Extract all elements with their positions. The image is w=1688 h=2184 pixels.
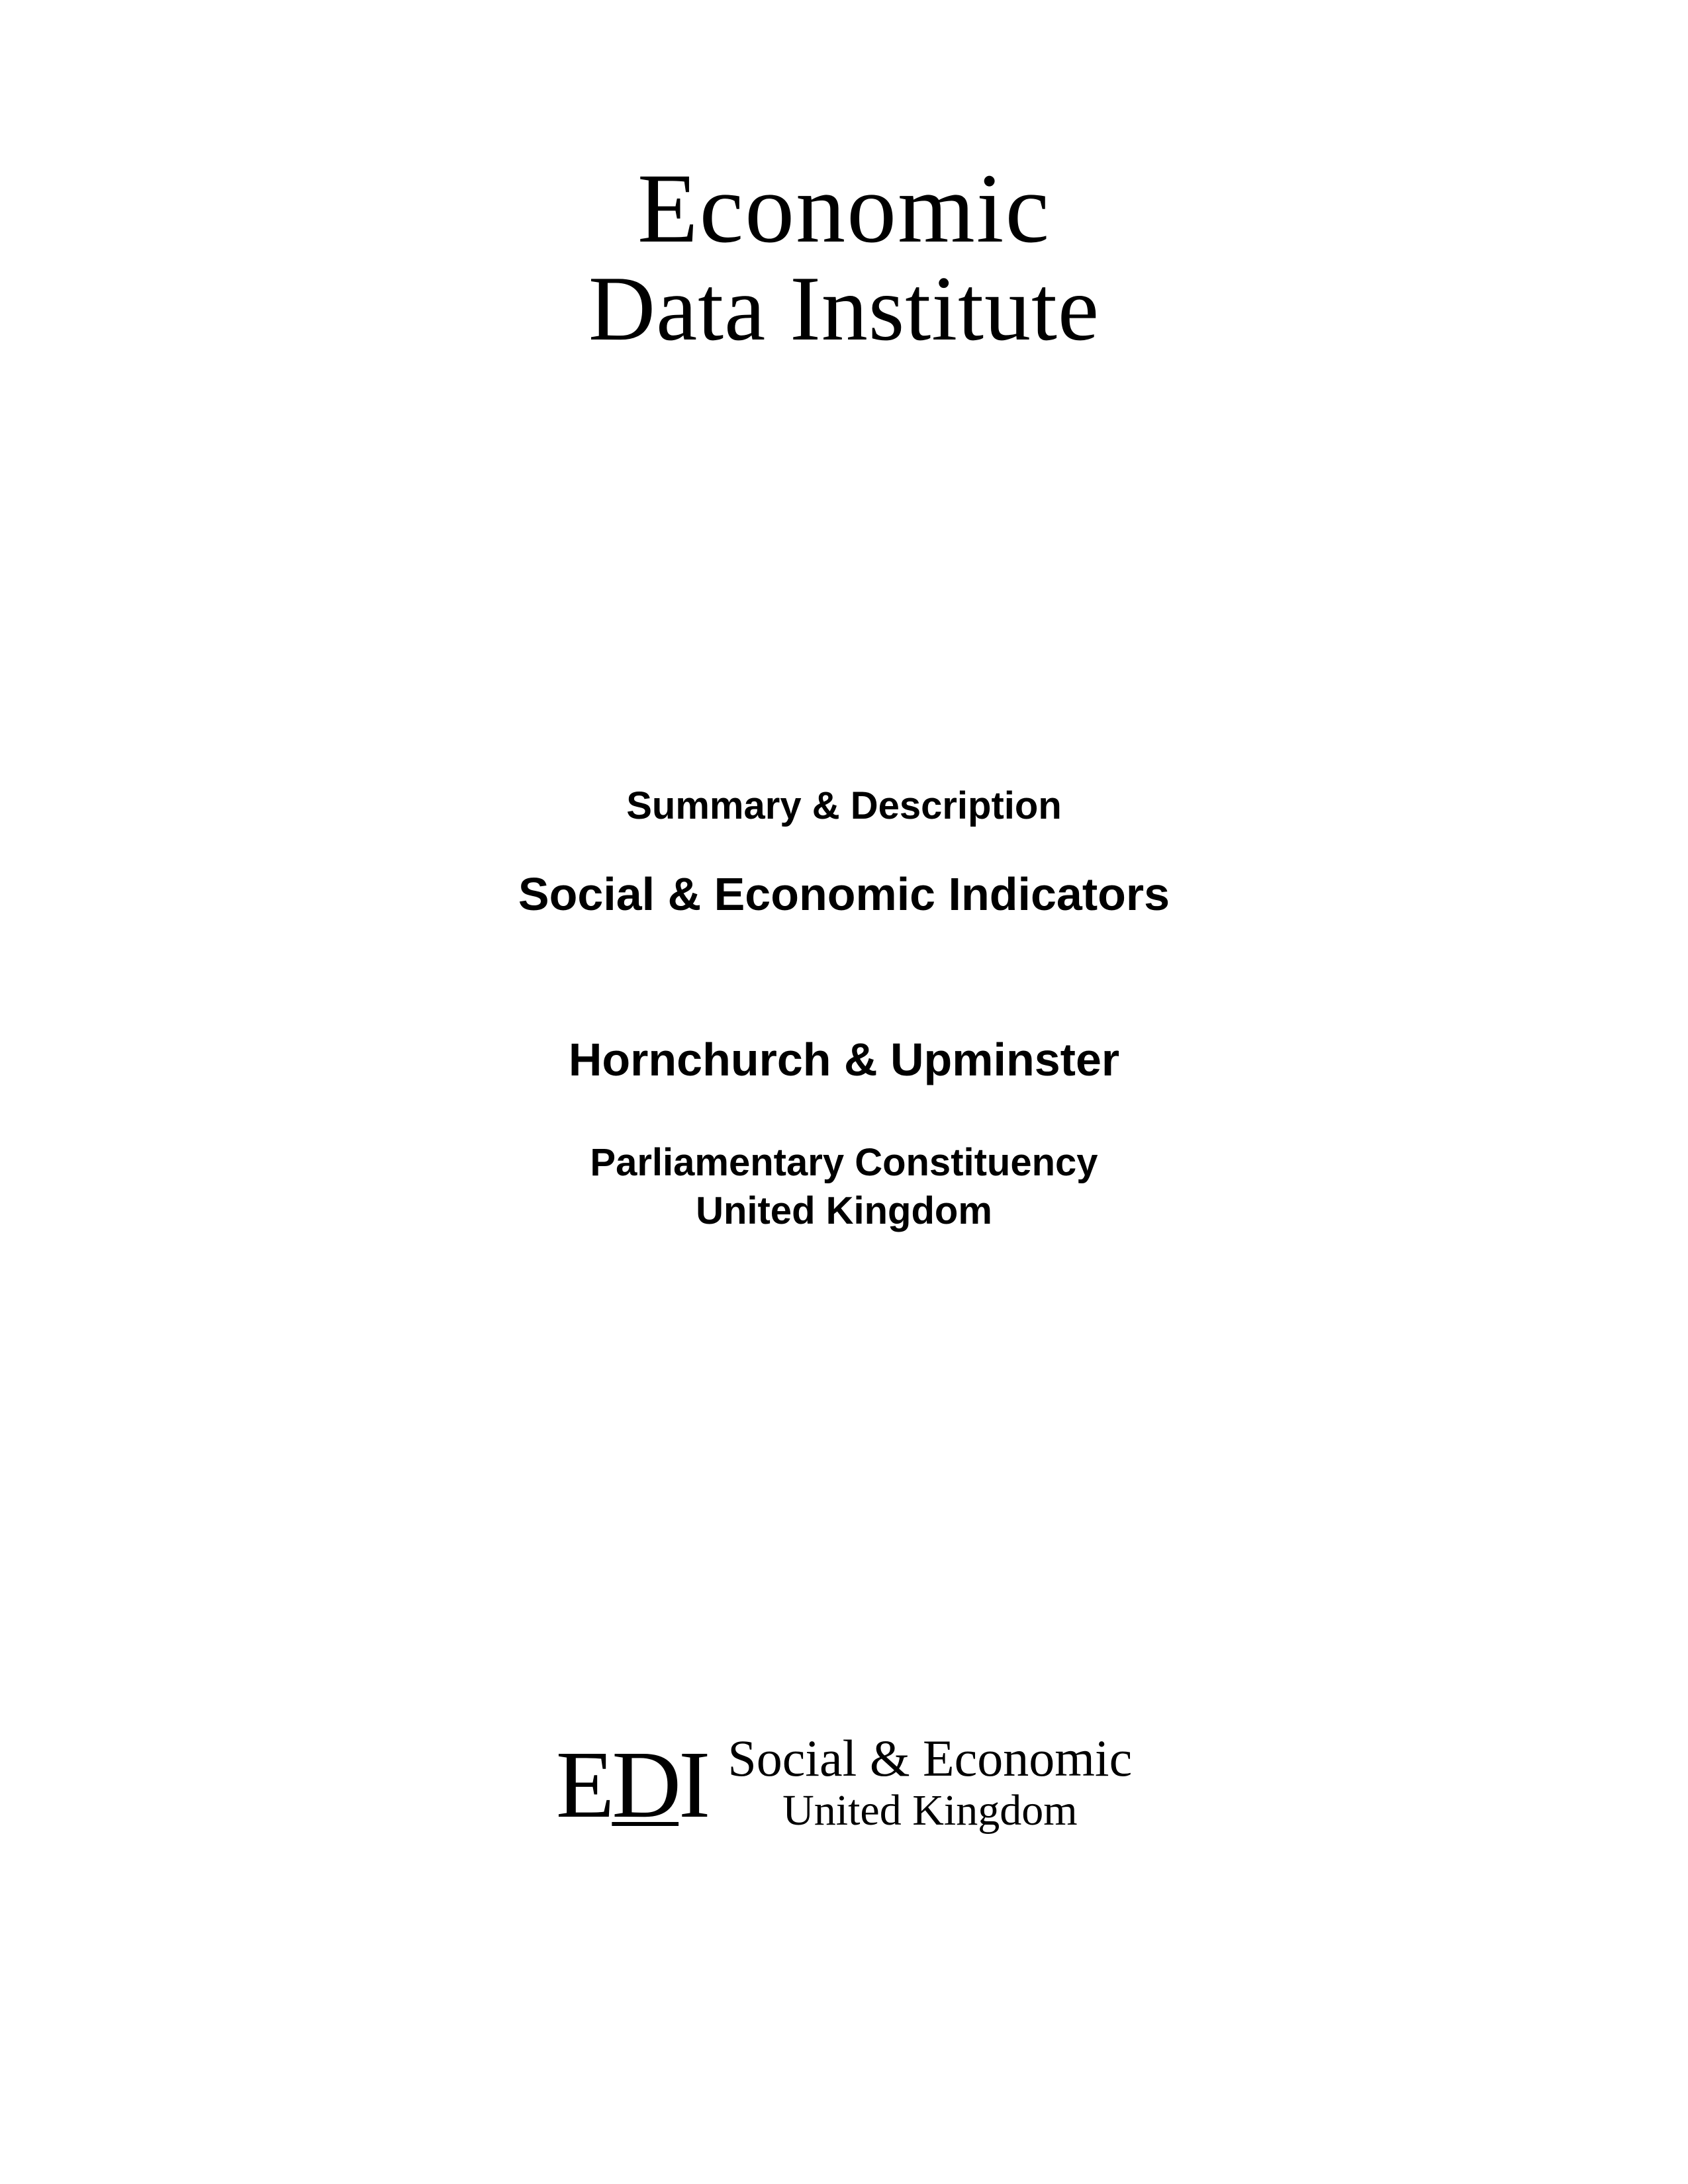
- document-cover-page: Economic Data Institute Summary & Descri…: [0, 0, 1688, 2184]
- edi-logo-mark: EDI: [556, 1730, 708, 1840]
- bottom-logo-line1: Social & Economic: [727, 1733, 1132, 1784]
- constituency-label: Parliamentary Constituency United Kingdo…: [518, 1139, 1170, 1235]
- title-block: Summary & Description Social & Economic …: [518, 784, 1170, 1235]
- top-logo-line1: Economic: [588, 159, 1100, 258]
- indicators-title: Social & Economic Indicators: [518, 868, 1170, 921]
- location-title: Hornchurch & Upminster: [518, 1033, 1170, 1086]
- bottom-logo: EDI Social & Economic United Kingdom: [556, 1730, 1132, 1840]
- edi-letter-e: E: [556, 1730, 612, 1840]
- constituency-line2: United Kingdom: [696, 1189, 992, 1232]
- top-logo-line2: Data Institute: [588, 258, 1100, 360]
- bottom-logo-text: Social & Economic United Kingdom: [727, 1733, 1132, 1837]
- top-logo: Economic Data Institute: [588, 159, 1100, 360]
- constituency-line1: Parliamentary Constituency: [590, 1141, 1098, 1184]
- bottom-logo-line2: United Kingdom: [782, 1784, 1077, 1837]
- summary-description-label: Summary & Description: [518, 784, 1170, 828]
- edi-letter-d: D: [612, 1730, 679, 1840]
- edi-letter-i: I: [679, 1730, 708, 1840]
